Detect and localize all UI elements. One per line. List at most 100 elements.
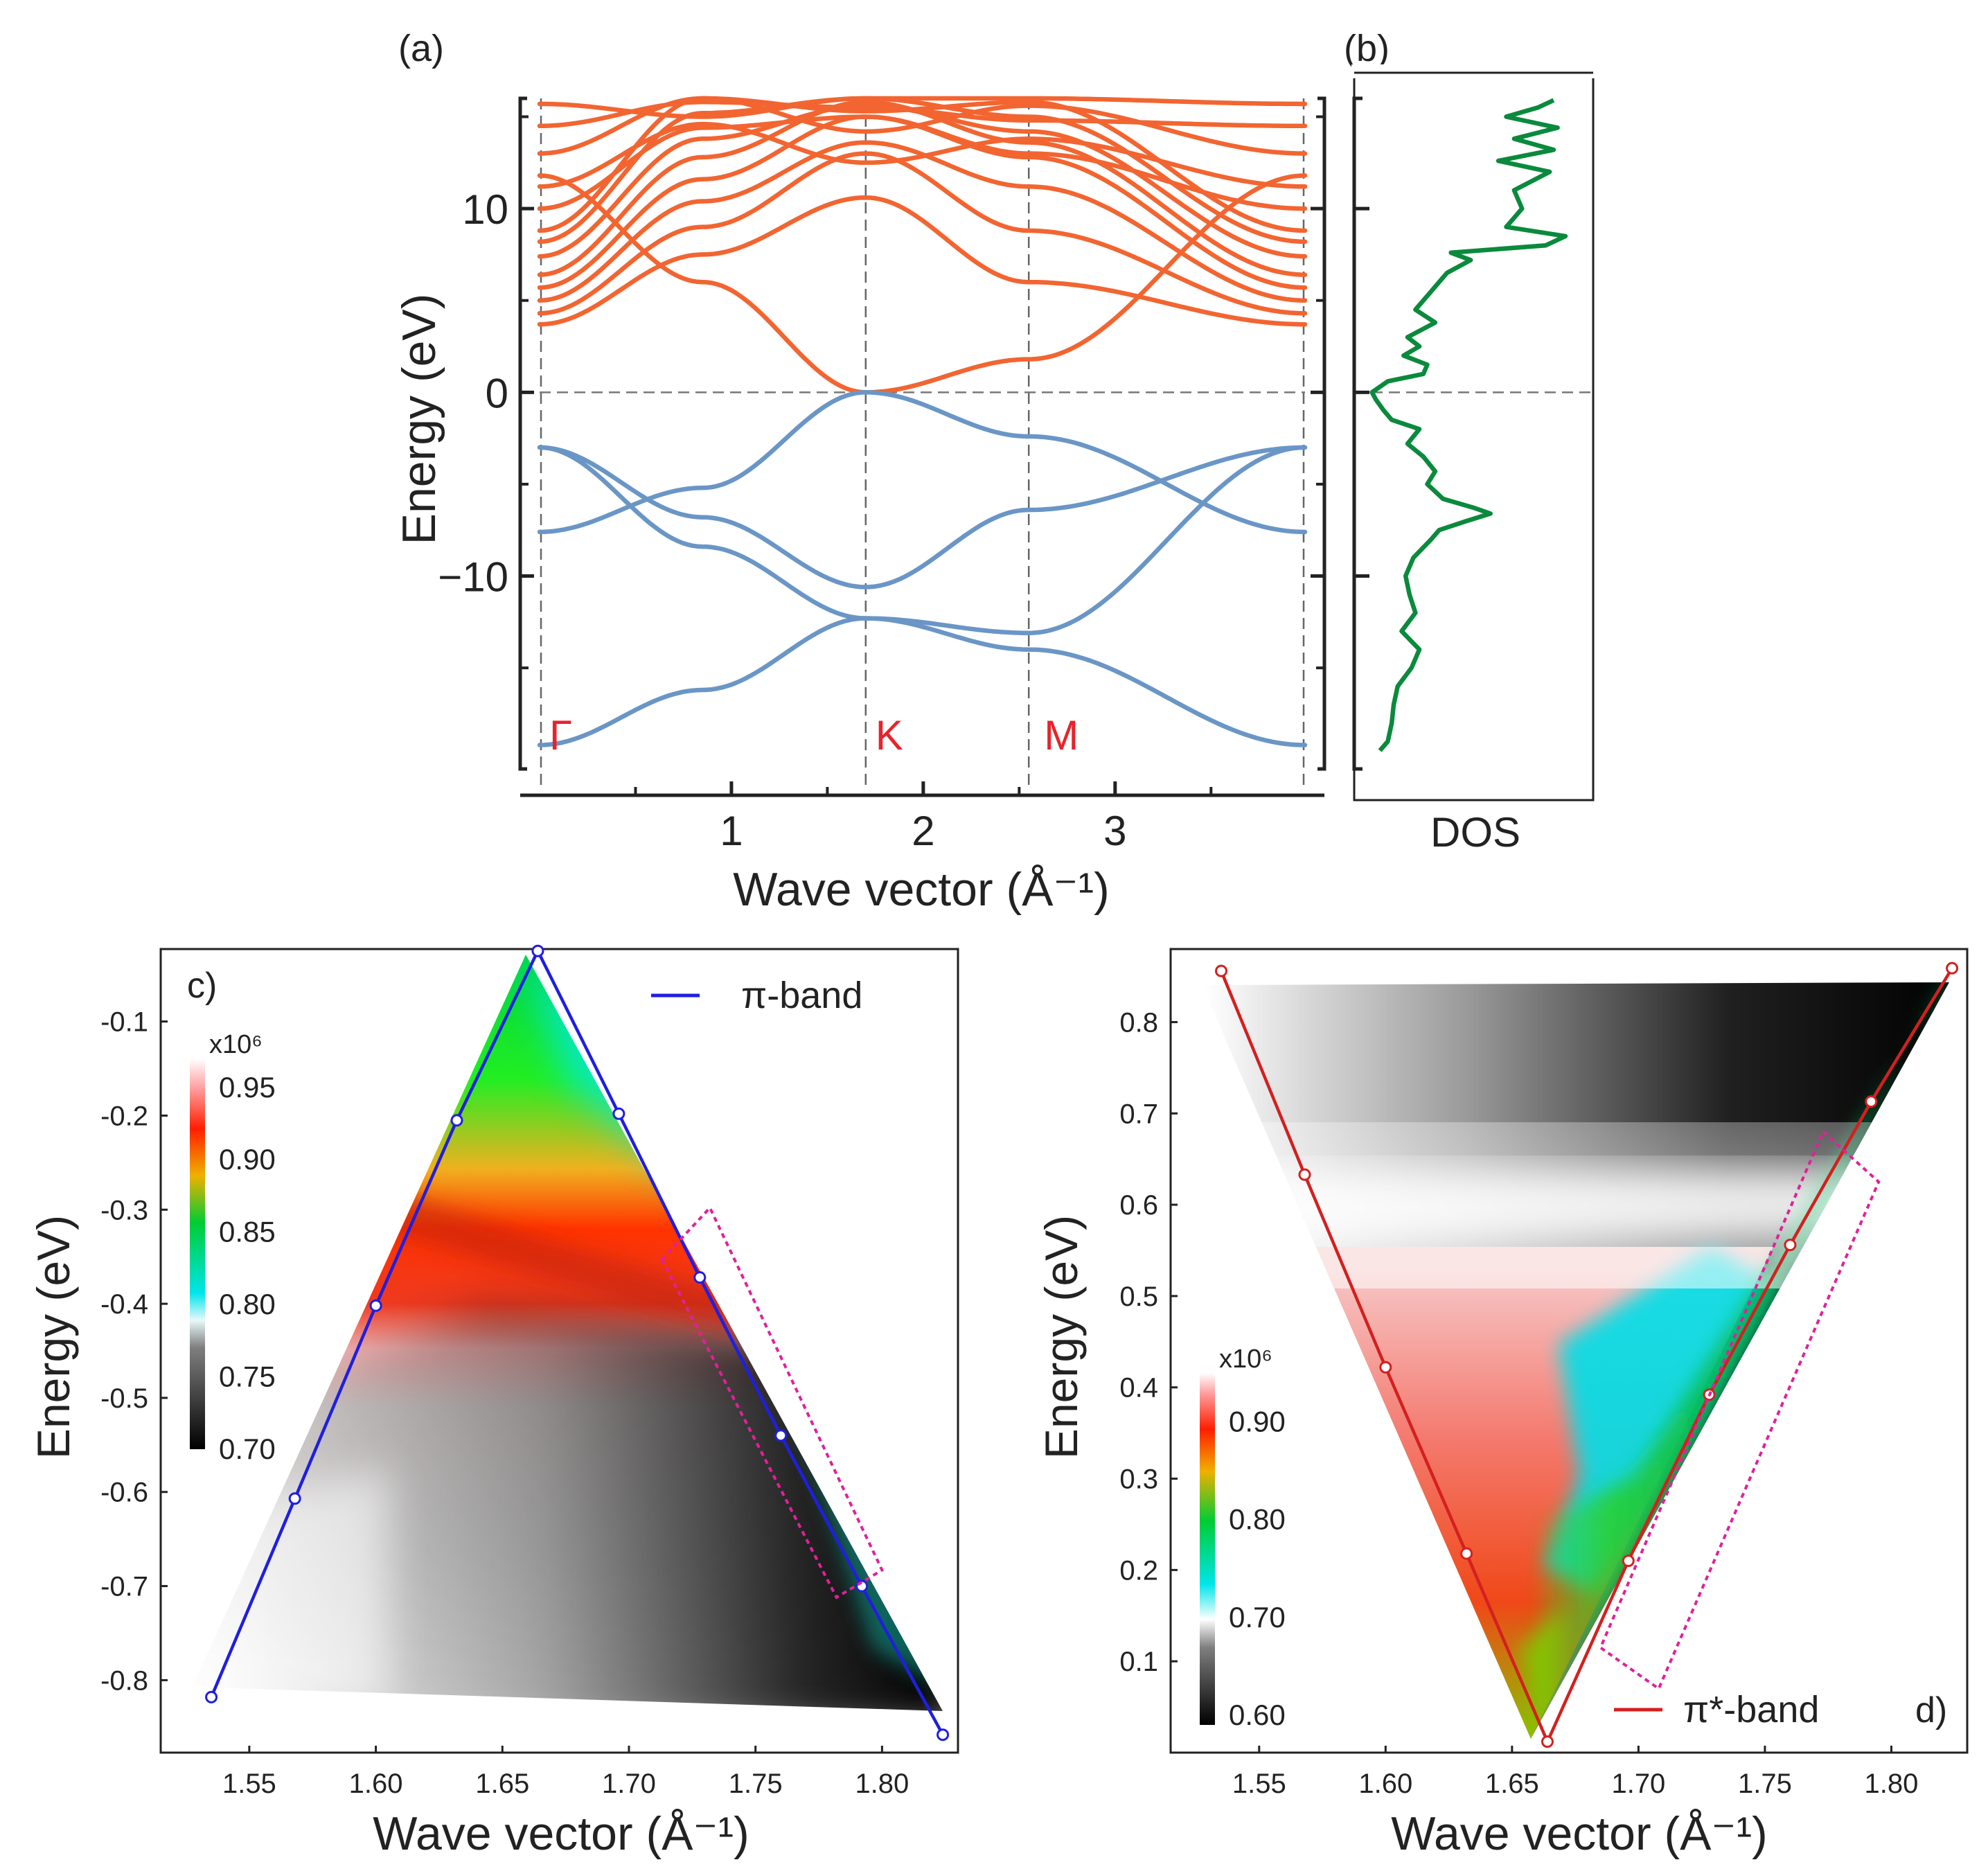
pi-band-light-region	[193, 1469, 388, 1704]
pi-band-heatmap	[193, 955, 943, 1711]
pi-band-panel: 1.55 1.60 1.65 1.70 1.75 1.80 -0.1 -0.2 -0.3 -0.4…	[28, 944, 959, 1860]
valence-band-line	[537, 616, 1308, 747]
pi-band-colorbar-tick-label: 0.85	[219, 1216, 276, 1248]
pi-band-colorbar-tick-label: 0.80	[219, 1288, 276, 1320]
band-structure-x-axis-title: Wave vector (Å⁻¹)	[733, 863, 1109, 916]
pi-band-highlight-box	[660, 1205, 884, 1600]
conduction-band-line	[537, 151, 1308, 316]
pi-star-band-y-tick-label: 0.3	[1119, 1464, 1158, 1495]
pi-star-band-legend-label: π*-band	[1683, 1689, 1819, 1730]
band-lines	[537, 96, 1308, 747]
conduction-band-line	[537, 173, 1308, 395]
pi-star-band-curve-group	[1215, 962, 1959, 1748]
dos-x-axis-title: DOS	[1430, 809, 1520, 856]
pi-band-y-tick-label: -0.1	[100, 1007, 148, 1038]
k-point-guides	[540, 98, 1305, 790]
pi-band-x-tick-label: 1.65	[475, 1769, 529, 1799]
band-structure-y-tick-label: 10	[462, 186, 508, 233]
pi-band-x-axis-title: Wave vector (Å⁻¹)	[373, 1807, 749, 1860]
conduction-band-line	[537, 96, 1308, 245]
pi-band-point	[369, 1299, 382, 1312]
pi-band-point	[612, 1107, 625, 1120]
pi-band-legend-label: π-band	[741, 975, 862, 1016]
pi-band-colorbar-tick-label: 0.70	[219, 1433, 276, 1465]
dos-y-axis	[1352, 96, 1363, 771]
pi-star-band-x-tick-label: 1.70	[1611, 1769, 1665, 1799]
pi-band-y-tick-label: -0.8	[100, 1665, 148, 1696]
pi-star-band-x-tick-label: 1.55	[1232, 1769, 1286, 1799]
pi-band-colorbar: x10⁶ 0.95 0.90 0.85 0.80 0.75 0.70	[190, 1030, 276, 1465]
pi-star-band-y-tick-label: 0.6	[1119, 1190, 1158, 1221]
pi-band-point	[450, 1114, 463, 1127]
band-structure-y-tick-label: −10	[438, 554, 508, 601]
k-point-label: Γ	[549, 712, 572, 759]
pi-star-band-colorbar-multiplier: x10⁶	[1219, 1345, 1272, 1374]
band-structure-y-tick-label: 0	[486, 370, 508, 416]
conduction-band-line	[537, 121, 1308, 189]
pi-star-band-colorbar: x10⁶ 0.90 0.80 0.70 0.60	[1200, 1345, 1286, 1731]
pi-star-band-heatmap	[1202, 982, 1949, 1739]
pi-star-band-x-tick-label: 1.65	[1485, 1769, 1539, 1799]
pi-band-line	[210, 949, 945, 1736]
band-structure-left-axis	[518, 96, 527, 771]
pi-star-band-fade	[1202, 1122, 1949, 1288]
k-point-label: M	[1044, 712, 1079, 759]
pi-band-colorbar-gradient	[190, 1058, 205, 1449]
dos-curve	[1369, 98, 1568, 752]
pi-star-band-y-tick-label: 0.8	[1119, 1007, 1158, 1038]
pi-band-y-tick-label: -0.2	[100, 1101, 148, 1131]
pi-band-x-tick-label: 1.75	[729, 1769, 783, 1799]
pi-band-plot-frame	[159, 948, 959, 1754]
pi-star-band-point	[1946, 962, 1959, 975]
pi-star-band-x-tick-label: 1.75	[1738, 1769, 1792, 1799]
panel-c-label: c)	[187, 966, 217, 1006]
pi-star-band-colorbar-tick-label: 0.60	[1229, 1699, 1286, 1731]
dos-frame-box	[1353, 71, 1595, 801]
valence-band-line	[537, 445, 1308, 590]
band-structure-panel: (a) 10 0 −10 1 2 3 Γ K M Wave vector (Å⁻¹) Ener…	[393, 28, 1326, 916]
pi-star-band-y-tick-label: 0.5	[1119, 1282, 1158, 1312]
pi-band-axes: 1.55 1.60 1.65 1.70 1.75 1.80 -0.1 -0.2 -0.3 -0.4…	[100, 948, 959, 1799]
band-structure-axes: 10 0 −10 1 2 3	[438, 115, 1324, 854]
pi-star-band-x-tick-label: 1.60	[1358, 1769, 1412, 1799]
panel-d-label: d)	[1915, 1690, 1947, 1730]
band-structure-x-tick-label: 1	[720, 808, 743, 854]
band-structure-y-axis-title: Energy (eV)	[393, 294, 445, 545]
pi-band-colorbar-tick-label: 0.75	[219, 1361, 276, 1393]
pi-star-band-green-tip	[1520, 1607, 1565, 1739]
panel-a-label: (a)	[398, 28, 444, 69]
pi-star-band-point	[1541, 1735, 1554, 1748]
pi-star-band-axes: 1.55 1.60 1.65 1.70 1.75 1.80 0.1 0.2 0.3 0.4 0.5 0…	[1119, 948, 1969, 1799]
pi-band-x-tick-label: 1.80	[855, 1769, 909, 1799]
band-structure-x-tick-label: 3	[1103, 808, 1126, 854]
conduction-band-line	[537, 195, 1308, 327]
dos-curve-group	[1369, 98, 1568, 752]
pi-star-band-point	[1379, 1361, 1392, 1374]
pi-star-band-y-tick-label: 0.1	[1119, 1647, 1158, 1677]
k-point-label: K	[876, 712, 903, 759]
pi-star-band-point	[1298, 1168, 1311, 1181]
pi-star-band-y-tick-label: 0.4	[1119, 1373, 1158, 1403]
pi-star-band-colorbar-gradient	[1200, 1373, 1215, 1725]
dos-frame-gap	[1351, 64, 1596, 78]
conduction-band-line	[537, 96, 1308, 119]
pi-band-red-ridge	[332, 1178, 748, 1337]
band-structure-x-tick-label: 2	[912, 808, 934, 854]
pi-band-colorbar-tick-label: 0.95	[219, 1071, 276, 1104]
pi-band-point	[774, 1429, 788, 1442]
pi-band-x-tick-label: 1.55	[222, 1769, 276, 1799]
dos-panel: (b) DOS	[1344, 28, 1596, 856]
pi-star-band-point	[1865, 1095, 1878, 1108]
conduction-band-line	[537, 100, 1308, 129]
pi-star-band-point	[1460, 1547, 1473, 1560]
pi-band-y-axis-title: Energy (eV)	[28, 1215, 79, 1459]
valence-band-line	[537, 445, 1308, 635]
pi-band-colorbar-multiplier: x10⁶	[209, 1030, 263, 1059]
pi-star-band-panel: 1.55 1.60 1.65 1.70 1.75 1.80 0.1 0.2 0.3 0.4 0.5 0…	[1036, 948, 1969, 1860]
band-structure-right-axis	[1317, 96, 1326, 771]
pi-star-band-colorbar-tick-label: 0.90	[1229, 1406, 1286, 1438]
pi-band-point	[531, 944, 544, 957]
pi-band-y-tick-label: -0.3	[100, 1195, 148, 1225]
